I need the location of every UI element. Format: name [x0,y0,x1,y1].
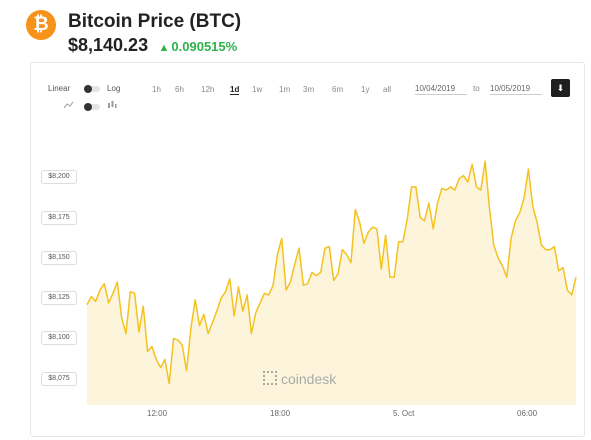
price-area-fill [87,161,576,405]
y-tick-label: $8,150 [41,250,77,265]
x-tick-label: 06:00 [517,409,538,418]
price-chart [86,160,577,405]
y-tick-label: $8,175 [41,210,77,225]
chart-type-toggle[interactable] [84,103,100,111]
watermark-text: coindesk [281,371,337,387]
line-chart-icon[interactable] [64,101,74,109]
scale-log-label: Log [107,84,121,93]
y-tick-label: $8,100 [41,331,77,346]
range-6m[interactable]: 6m [332,85,344,94]
up-arrow-icon: ▲ [158,42,170,54]
coindesk-logo-icon [263,371,277,385]
scale-linear-label: Linear [48,84,71,93]
current-price: $8,140.23 [68,35,149,55]
range-1y[interactable]: 1y [361,85,370,94]
date-from-input[interactable] [415,82,467,95]
range-1m[interactable]: 1m [279,85,291,94]
price-line [86,160,577,385]
page-title: Bitcoin Price (BTC) [68,11,242,32]
download-button[interactable]: ⬇ [551,79,570,97]
y-tick-label: $8,200 [41,170,77,185]
coindesk-watermark: coindesk [263,371,336,387]
price-row: $8,140.23 ▲ 0.090515% [68,35,237,56]
date-to-input[interactable] [490,82,542,95]
range-all[interactable]: all [383,85,392,94]
range-1w[interactable]: 1w [252,85,263,94]
date-to-label: to [473,84,480,93]
y-tick-label: $8,075 [41,371,77,386]
price-change-value: 0.090515% [171,39,238,54]
x-tick-label: 18:00 [270,409,291,418]
range-12h[interactable]: 12h [201,85,215,94]
chart-panel: Linear Log 1h 6h 12h 1d 1w 1m 3m 6m 1y all to ⬇ $… [30,62,585,437]
price-change: ▲ 0.090515% [159,39,238,54]
candlestick-icon[interactable] [107,101,117,109]
x-tick-label: 12:00 [147,409,168,418]
range-1h[interactable]: 1h [152,85,161,94]
bitcoin-logo-icon: ₿ [26,10,56,40]
download-icon: ⬇ [556,83,565,93]
range-6h[interactable]: 6h [175,85,184,94]
range-3m[interactable]: 3m [303,85,315,94]
x-tick-label: 5. Oct [393,409,415,418]
y-tick-label: $8,125 [41,291,77,306]
range-1d[interactable]: 1d [230,85,240,95]
scale-toggle[interactable] [84,85,100,93]
